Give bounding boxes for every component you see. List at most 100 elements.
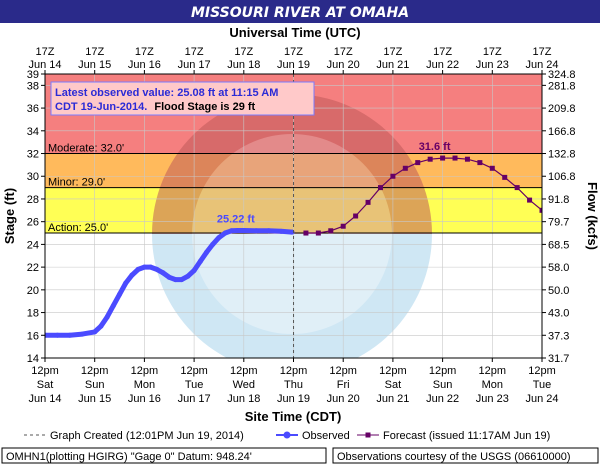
observed-point: [98, 323, 104, 329]
observed-point: [135, 266, 141, 272]
utc-tick-date: Jun 15: [78, 59, 111, 71]
observed-point: [197, 258, 203, 264]
stage-tick-label: 34: [27, 126, 39, 138]
local-tick-day: Sun: [85, 379, 105, 391]
forecast-point: [377, 185, 383, 191]
local-tick-date: Jun 20: [327, 393, 360, 405]
flow-tick-label: 50.0: [548, 285, 569, 297]
forecast-point: [390, 173, 396, 179]
stage-tick-label: 20: [27, 285, 39, 297]
flow-tick-label: 166.8: [548, 126, 576, 138]
peak-annotation-label: 25.22 ft: [217, 214, 255, 226]
observed-point: [228, 228, 234, 234]
observed-point: [45, 332, 48, 338]
local-tick-hour: 12pm: [180, 365, 208, 377]
flood-stage-note: Flood Stage is 29 ft: [154, 101, 255, 113]
forecast-point: [415, 160, 421, 166]
footer-credit-box: [332, 447, 599, 464]
local-tick-date: Jun 16: [128, 393, 161, 405]
observed-point: [129, 272, 135, 278]
forecast-point: [527, 197, 533, 203]
peak-annotations: 25.22 ft 31.6 ft: [217, 141, 451, 225]
local-tick-day: Wed: [233, 379, 255, 391]
legend-observed: Observed: [302, 430, 350, 442]
observed-point: [222, 230, 228, 236]
forecast-point: [440, 155, 446, 161]
flow-tick-label: 37.3: [548, 330, 569, 342]
utc-tick-date: Jun 16: [128, 59, 161, 71]
stage-tick-label: 32: [27, 149, 39, 161]
forecast-point: [539, 207, 542, 213]
legend-forecast: Forecast (issued 11:17AM Jun 19): [383, 430, 550, 442]
local-tick-day: Thu: [284, 379, 303, 391]
legend-observed-marker: [283, 431, 291, 439]
utc-tick-date: Jun 23: [476, 59, 509, 71]
forecast-point: [328, 228, 334, 234]
flow-tick-label: 91.8: [548, 194, 569, 206]
utc-tick-date: Jun 17: [178, 59, 211, 71]
footer-datum: OMHN1(plotting HGIRG) "Gage 0" Datum: 94…: [6, 451, 252, 463]
local-tick-day: Mon: [482, 379, 503, 391]
forecast-point: [502, 174, 508, 180]
footer-credit: Observations courtesy of the USGS (06610…: [337, 451, 571, 463]
stage-tick-label: 26: [27, 217, 39, 229]
observed-point: [148, 264, 154, 270]
flow-tick-label: 281.8: [548, 80, 576, 92]
flow-tick-label: 58.0: [548, 262, 569, 274]
utc-tick-hour: 17Z: [185, 46, 204, 58]
observed-point: [104, 314, 110, 320]
observed-point: [117, 291, 123, 297]
stage-tick-label: 14: [27, 353, 39, 365]
observed-point: [204, 249, 210, 255]
forecast-point: [489, 165, 495, 171]
minor-stage-label: Minor: 29.0': [48, 177, 105, 189]
forecast-point: [402, 165, 408, 171]
flow-tick-label: 132.8: [548, 149, 576, 161]
local-tick-date: Jun 19: [277, 393, 310, 405]
legend: Graph Created (12:01PM Jun 19, 2014) Obs…: [24, 430, 550, 442]
local-tick-day: Sat: [37, 379, 54, 391]
stage-tick-label: 28: [27, 194, 39, 206]
flow-tick-label: 324.8: [548, 69, 576, 81]
stage-tick-label: 39: [27, 69, 39, 81]
chart-title: MISSOURI RIVER AT OMAHA: [191, 5, 409, 21]
observed-point: [210, 241, 216, 247]
action-stage-label: Action: 25.0': [48, 222, 108, 234]
flood-stage-labels: Moderate: 32.0' Minor: 29.0' Action: 25.0': [48, 143, 124, 235]
left-axis-title: Stage (ft): [2, 188, 17, 244]
local-tick-date: Jun 17: [178, 393, 211, 405]
local-time-axis: 12pm Sat Jun 14 12pm Sun Jun 15 12pm Mon Jun 16 1…: [28, 358, 559, 405]
observed-point: [216, 235, 222, 241]
observed-point: [266, 228, 272, 234]
observed-point: [235, 228, 241, 234]
stage-tick-label: 16: [27, 330, 39, 342]
local-tick-day: Mon: [134, 379, 155, 391]
local-tick-day: Fri: [337, 379, 350, 391]
observed-point: [278, 228, 284, 234]
forecast-point: [303, 230, 309, 236]
local-tick-hour: 12pm: [379, 365, 407, 377]
utc-tick-hour: 17Z: [85, 46, 104, 58]
utc-tick-hour: 17Z: [234, 46, 253, 58]
legend-graph-created: Graph Created (12:01PM Jun 19, 2014): [50, 430, 244, 442]
local-tick-hour: 12pm: [479, 365, 507, 377]
observed-point: [166, 274, 172, 280]
observed-point: [92, 329, 98, 335]
local-tick-hour: 12pm: [31, 365, 59, 377]
local-tick-date: Jun 22: [426, 393, 459, 405]
forecast-series: [303, 155, 542, 236]
forecast-point: [340, 223, 346, 229]
flow-tick-label: 31.7: [548, 353, 569, 365]
observed-point: [185, 273, 191, 279]
observed-point: [123, 280, 129, 286]
forecast-point: [477, 160, 483, 166]
local-tick-date: Jun 18: [227, 393, 260, 405]
utc-tick-date: Jun 20: [327, 59, 360, 71]
latest-value-date: CDT 19-Jun-2014.: [55, 101, 147, 113]
utc-tick-hour: 17Z: [334, 46, 353, 58]
flow-axis: 31.7 37.3 43.0 50.0 58.0 68.5 79.7 91.8 106.8 132…: [542, 69, 576, 365]
local-tick-day: Sun: [433, 379, 453, 391]
latest-value-line1: Latest observed value: 25.08 ft at 11:15…: [55, 87, 278, 99]
forecast-point: [464, 156, 470, 162]
